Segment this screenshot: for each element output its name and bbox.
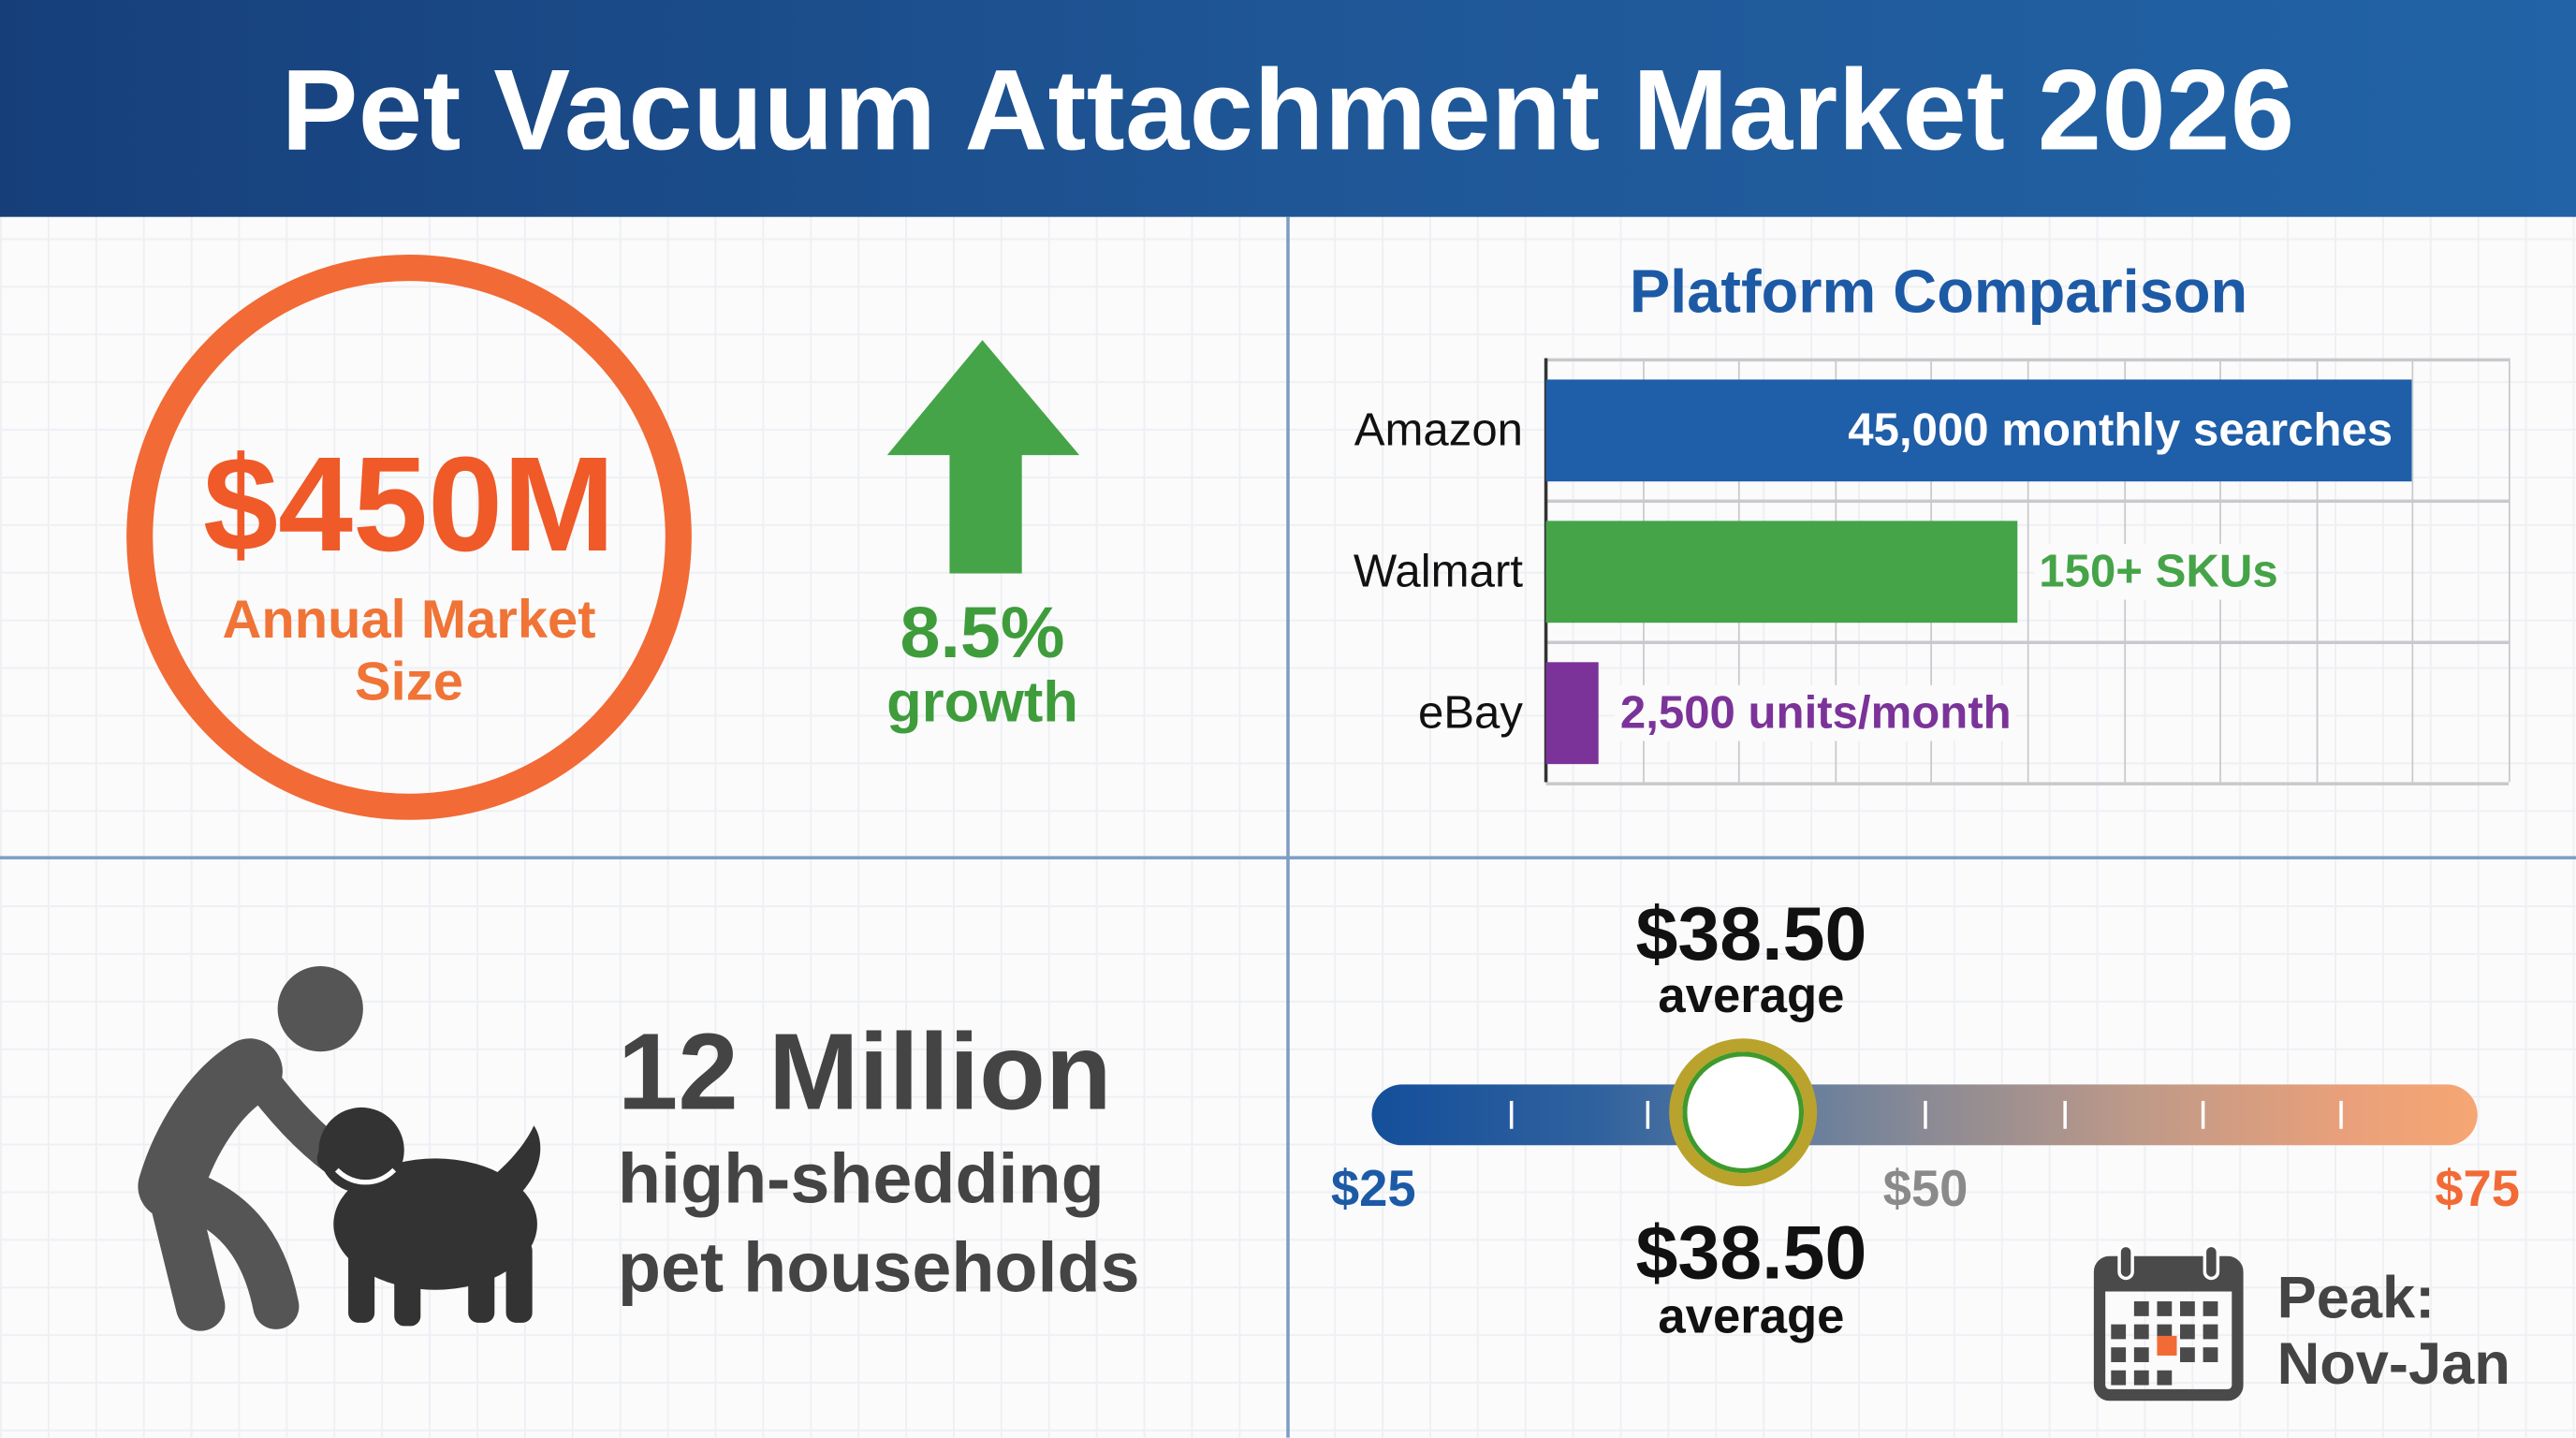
bar-data-label: 2,500 units/month [1615,684,2016,741]
calendar-day-cell [2180,1301,2195,1316]
grid-line-vertical [2412,358,2414,783]
vertical-divider [1286,216,1290,1438]
track-tick [2063,1100,2067,1129]
growth-value: 8.5% [900,593,1065,674]
households-label-line2: pet households [617,1228,1140,1309]
grid-line-horizontal [1545,358,2510,361]
header-banner [0,0,2576,217]
calendar-day-cell [2133,1347,2149,1362]
average-price-marker [1669,1038,1818,1187]
bar-walmart [1545,521,2018,624]
calendar-icon [2093,1243,2244,1401]
calendar-day-cell [2203,1324,2218,1340]
average-label-top: average [1658,969,1845,1024]
category-label: eBay [1417,686,1523,739]
category-label: Amazon [1354,404,1523,456]
grid-line-vertical [2316,358,2319,783]
track-tick [1646,1100,1650,1129]
track-tick [2201,1100,2205,1129]
grid-line-horizontal [1545,640,2510,644]
market-size-label: Annual Market Size [222,588,596,712]
calendar-day-cell [2157,1324,2173,1340]
platform-bar-chart: Amazon 45,000 monthly searches Walmart 150+… [1353,358,2510,785]
chart-title: Platform Comparison [1629,257,2248,326]
price-min-label: $25 [1330,1160,1416,1218]
average-label-bottom: average [1658,1289,1845,1344]
price-max-label: $75 [2435,1160,2521,1218]
track-tick [2339,1100,2343,1129]
track-tick [1509,1100,1514,1129]
calendar-day-cell [2157,1370,2173,1386]
calendar-day-cell [2111,1370,2127,1386]
calendar-day-cell [2133,1324,2149,1340]
calendar-day-cell [2133,1370,2149,1386]
calendar-day-cell [2111,1324,2127,1340]
peak-label: Peak: [2276,1263,2436,1331]
households-label-line1: high-shedding [617,1140,1105,1220]
bar-ebay [1545,662,1600,765]
peak-months: Nov-Jan [2276,1328,2510,1397]
grid-line-horizontal [1545,499,2510,503]
calendar-day-cell [2111,1347,2127,1362]
market-size-value: $450M [202,430,616,580]
bar-data-label: 150+ SKUs [2034,543,2284,600]
bar-data-label: 45,000 monthly searches [1848,404,2393,456]
calendar-day-cell [2180,1347,2195,1362]
price-mid-label: $50 [1882,1160,1969,1218]
calendar-day-cell [2203,1347,2218,1362]
grid-line-vertical [2509,358,2510,783]
average-price-top: $38.50 [1635,890,1867,976]
person-petting-dog-icon [138,965,541,1331]
grid-line-vertical [2027,358,2029,783]
arrow-up-icon [886,340,1080,574]
category-label: Walmart [1353,545,1523,597]
track-tick [1924,1100,1927,1129]
page-title: Pet Vacuum Attachment Market 2026 [281,46,2295,175]
average-price-bottom: $38.50 [1635,1209,1867,1296]
households-count: 12 Million [617,1010,1112,1133]
calendar-day-cell [2157,1301,2173,1316]
grid-line-horizontal [1545,782,2510,785]
calendar-day-cell [2180,1324,2195,1340]
calendar-day-cell [2203,1301,2218,1316]
calendar-day-cell [2133,1301,2149,1316]
horizontal-divider [0,856,2576,859]
growth-label: growth [886,670,1078,735]
bar-amazon [1545,379,2413,482]
